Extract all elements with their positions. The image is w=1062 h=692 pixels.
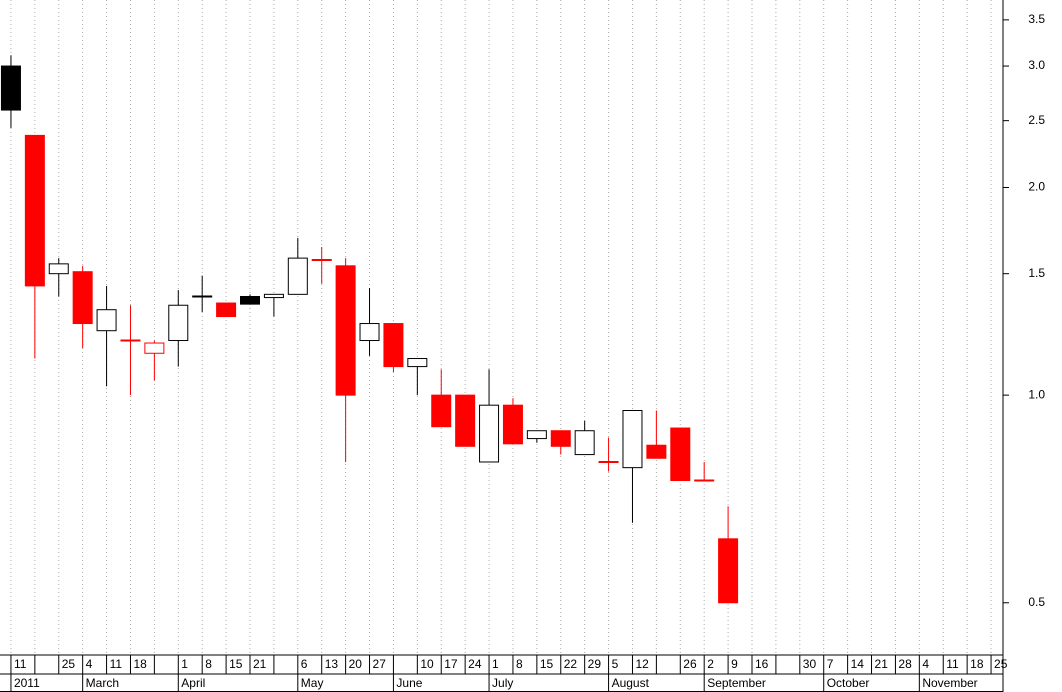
x-tick-label: 7 xyxy=(827,657,834,671)
candle-body xyxy=(502,404,523,445)
x-tick-label: 22 xyxy=(564,657,578,671)
y-tick-label: 0.5 xyxy=(1028,595,1045,609)
x-tick-label: 16 xyxy=(755,657,769,671)
x-tick-label: 28 xyxy=(898,657,912,671)
x-tick-label: 25 xyxy=(62,657,76,671)
x-tick-label: 11 xyxy=(110,657,123,671)
y-tick-label: 2.5 xyxy=(1028,113,1045,127)
x-tick-label: 11 xyxy=(14,657,27,671)
x-tick-label: 20 xyxy=(349,657,363,671)
y-tick-label: 2.0 xyxy=(1028,180,1045,194)
x-tick-label: 5 xyxy=(612,657,619,671)
candle-body xyxy=(718,538,739,604)
period-label: April xyxy=(181,676,205,690)
candle-body xyxy=(335,265,356,396)
period-label: August xyxy=(612,676,650,690)
period-label: 2011 xyxy=(14,676,40,690)
x-tick-label: 24 xyxy=(468,657,482,671)
candle-body xyxy=(622,410,643,469)
x-tick-label: 30 xyxy=(803,657,817,671)
x-tick-label: 12 xyxy=(635,657,649,671)
x-tick-label: 18 xyxy=(133,657,147,671)
candle-body xyxy=(407,358,428,368)
candle-body xyxy=(48,263,69,275)
y-tick-label: 3.5 xyxy=(1028,12,1045,26)
x-tick-label: 14 xyxy=(851,657,865,671)
candle-body xyxy=(24,134,45,287)
candle-body xyxy=(96,309,117,332)
x-tick-label: 13 xyxy=(325,657,339,671)
x-tick-label: 15 xyxy=(540,657,554,671)
candle-body xyxy=(670,427,691,482)
candle-body xyxy=(287,257,308,295)
x-tick-label: 15 xyxy=(229,657,243,671)
x-tick-label: 26 xyxy=(683,657,697,671)
x-tick-label: 21 xyxy=(875,657,889,671)
y-tick-label: 1.5 xyxy=(1028,266,1045,280)
candle-body xyxy=(526,430,547,440)
x-tick-label: 1 xyxy=(181,657,188,671)
y-tick-label: 3.0 xyxy=(1028,58,1045,72)
period-label: September xyxy=(707,676,766,690)
x-tick-label: 8 xyxy=(516,657,523,671)
candle-body xyxy=(0,65,21,111)
candle-body xyxy=(168,304,189,342)
period-label: June xyxy=(396,676,422,690)
x-tick-label: 8 xyxy=(205,657,212,671)
x-tick-label: 6 xyxy=(301,657,308,671)
candle-body xyxy=(646,444,667,459)
x-tick-label: 25 xyxy=(994,657,1008,671)
candle-body xyxy=(455,394,476,447)
period-label: October xyxy=(827,676,870,690)
x-tick-label: 11 xyxy=(946,657,959,671)
x-tick-label: 29 xyxy=(588,657,602,671)
candle-body xyxy=(72,271,93,325)
candle-body xyxy=(144,342,165,354)
candle-body xyxy=(359,323,380,342)
x-tick-label: 17 xyxy=(444,657,458,671)
candle-body xyxy=(574,430,595,456)
candle-body xyxy=(431,394,452,428)
x-tick-label: 10 xyxy=(420,657,434,671)
x-tick-label: 27 xyxy=(373,657,387,671)
period-label: May xyxy=(301,676,324,690)
x-tick-label: 21 xyxy=(253,657,267,671)
y-tick-label: 1.0 xyxy=(1028,387,1045,401)
x-tick-label: 4 xyxy=(86,657,93,671)
x-tick-label: 9 xyxy=(731,657,738,671)
period-label: July xyxy=(492,676,513,690)
x-tick-label: 2 xyxy=(707,657,714,671)
period-label: March xyxy=(86,676,119,690)
x-tick-label: 18 xyxy=(970,657,984,671)
candle-body xyxy=(383,323,404,368)
x-tick-label: 4 xyxy=(922,657,929,671)
candle-body xyxy=(550,430,571,447)
candle-body xyxy=(240,295,260,305)
candle-body xyxy=(263,293,284,299)
candle-body xyxy=(216,302,237,318)
period-label: November xyxy=(922,676,977,690)
candle-body xyxy=(479,404,500,463)
x-tick-label: 1 xyxy=(492,657,499,671)
